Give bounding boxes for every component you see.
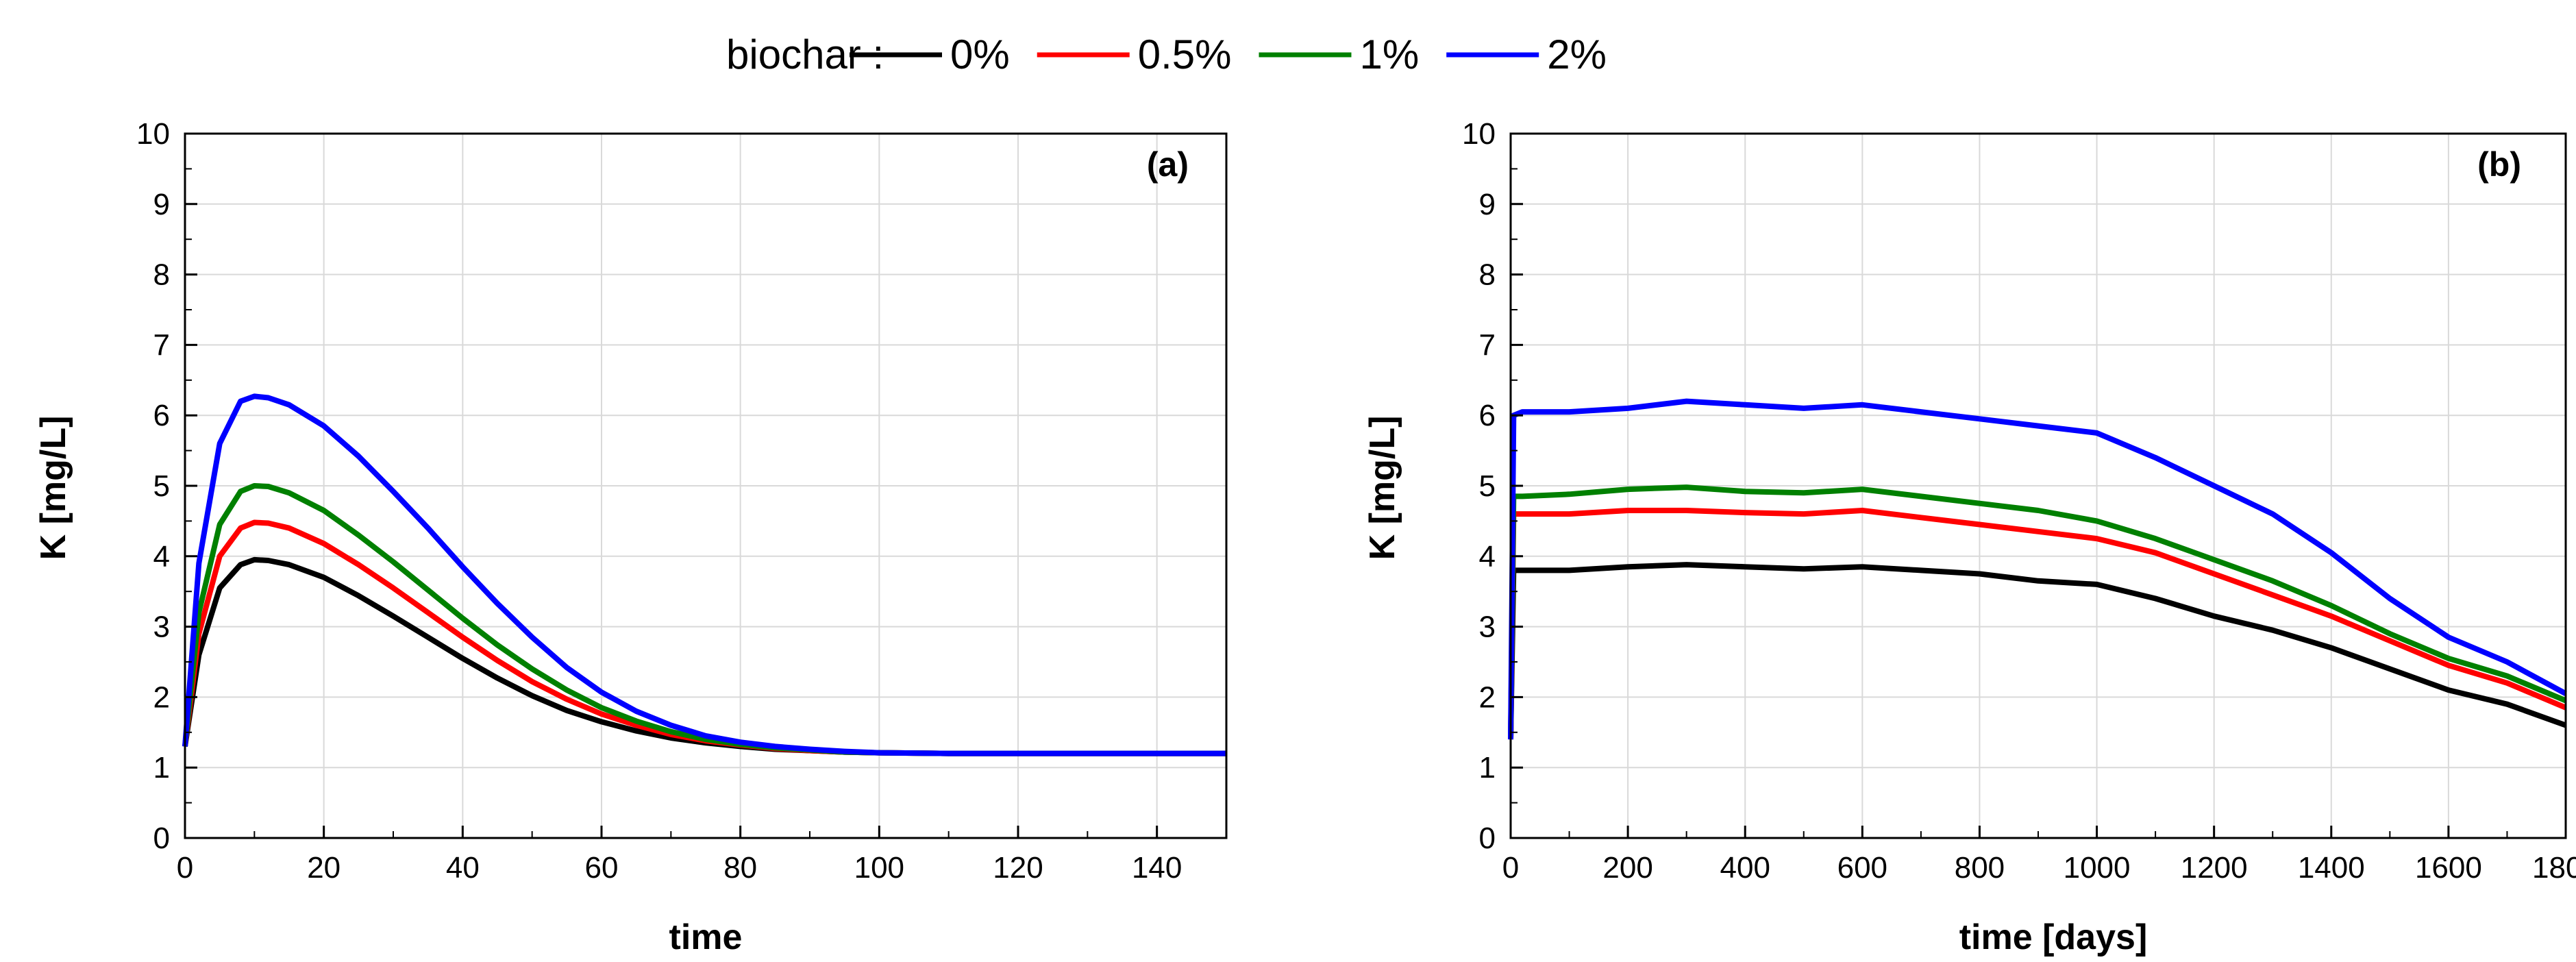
panel-a-ytick-label-6: 6 — [153, 399, 170, 432]
panel-b-ytick-label-8: 8 — [1479, 258, 1496, 292]
panel-b-ytick-label-4: 4 — [1479, 540, 1496, 574]
panel-a-ytick-label-3: 3 — [153, 610, 170, 644]
panel-a-ytick-label-4: 4 — [153, 540, 170, 574]
panel-b-xtick-label-7: 1400 — [2298, 851, 2365, 885]
panel-b-xtick-label-4: 800 — [1955, 851, 2005, 885]
legend-entry-label-0: 0% — [950, 32, 1010, 77]
panel-b-xlabel: time [days] — [1959, 917, 2148, 957]
panel-a-xlabel: time — [669, 917, 743, 957]
panel-b-xtick-label-1: 200 — [1602, 851, 1652, 885]
panel-a-xtick-label-6: 120 — [993, 851, 1043, 885]
panel-a-grid — [185, 134, 1226, 838]
panel-a-series-0 — [182, 556, 1226, 756]
panel-a-ytick-label-9: 9 — [153, 188, 170, 221]
panel-b-series-1 — [1508, 508, 2567, 740]
panel-a-ylabel: K [mg/L] — [34, 416, 73, 560]
panel-a-series-2 — [182, 483, 1226, 756]
panel-b-ytick-label-3: 3 — [1479, 610, 1496, 644]
panel-b-xtick-label-0: 0 — [1502, 851, 1519, 885]
panel-b-series-2 — [1508, 484, 2567, 740]
panel-a-label: (a) — [1147, 145, 1189, 184]
panel-a-xtick-label-1: 20 — [307, 851, 340, 885]
legend-entry-label-2: 1% — [1359, 32, 1419, 77]
panel-a-xtick-label-0: 0 — [177, 851, 193, 885]
panel-a-ticks: 0 20 40 60 80 100 120 140 0 1 2 3 4 5 6 7 8 9 10 — [136, 117, 1182, 885]
legend-entry-label-3: 2% — [1547, 32, 1607, 77]
panel-b-xtick-label-2: 400 — [1720, 851, 1770, 885]
legend-entries: 0% 0.5% 1% 2% — [850, 32, 1607, 77]
panel-b-series — [1508, 398, 2567, 740]
panel-b-ytick-label-7: 7 — [1479, 328, 1496, 362]
panel-b-xtick-label-5: 1000 — [2064, 851, 2131, 885]
panel-b-ytick-label-5: 5 — [1479, 469, 1496, 503]
legend: biochar : 0% 0.5% 1% 2% — [726, 32, 1607, 77]
panel-b-ytick-label-9: 9 — [1479, 188, 1496, 221]
panel-a-xtick-label-3: 60 — [585, 851, 619, 885]
panel-a-xtick-label-7: 140 — [1132, 851, 1182, 885]
panel-a-ytick-label-1: 1 — [153, 751, 170, 785]
panel-b-ytick-label-10: 10 — [1462, 117, 1496, 151]
panel-a-series — [182, 393, 1226, 756]
panel-b-ytick-label-6: 6 — [1479, 399, 1496, 432]
panel-a-ytick-label-2: 2 — [153, 680, 170, 714]
panel-a-ytick-label-10: 10 — [136, 117, 170, 151]
panel-b-label: (b) — [2477, 145, 2521, 184]
panel-a-xtick-label-2: 40 — [446, 851, 480, 885]
panel-a-series-1 — [182, 519, 1226, 756]
legend-entry-label-1: 0.5% — [1138, 32, 1232, 77]
panel-a-ytick-label-7: 7 — [153, 328, 170, 362]
panel-a-ytick-label-5: 5 — [153, 469, 170, 503]
panel-a-series-3 — [182, 393, 1226, 756]
panel-a-xtick-label-5: 100 — [854, 851, 904, 885]
panel-a-ytick-label-0: 0 — [153, 822, 170, 855]
panel-b-series-0 — [1508, 562, 2567, 740]
panel-b-ylabel: K [mg/L] — [1363, 416, 1402, 560]
panel-b-ytick-label-0: 0 — [1479, 822, 1496, 855]
panel-b-xtick-label-6: 1200 — [2181, 851, 2248, 885]
panel-b-xtick-label-3: 600 — [1837, 851, 1887, 885]
panel-a-xtick-label-4: 80 — [723, 851, 757, 885]
panel-b-ytick-label-1: 1 — [1479, 751, 1496, 785]
panel-b-ytick-label-2: 2 — [1479, 680, 1496, 714]
panel-a-ytick-label-8: 8 — [153, 258, 170, 292]
panel-a: 0 20 40 60 80 100 120 140 0 1 2 3 4 5 6 7 8 9 10 time K [m… — [34, 117, 1228, 957]
panel-b-xtick-label-8: 1600 — [2415, 851, 2482, 885]
panel-b-series-3 — [1508, 398, 2567, 740]
